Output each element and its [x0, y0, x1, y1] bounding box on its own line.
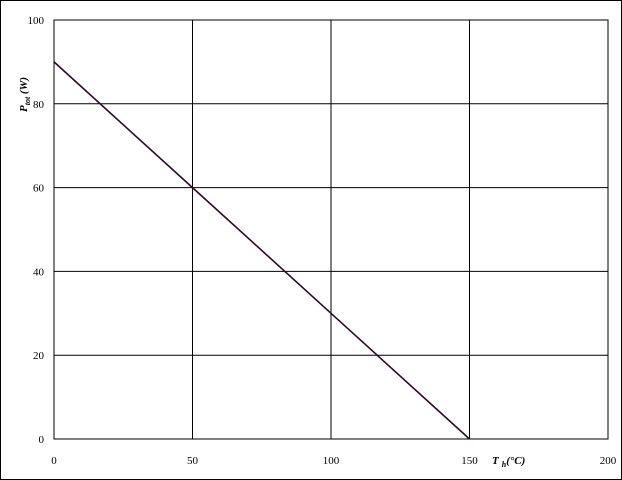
- x-tick-label: 100: [323, 455, 340, 467]
- x-axis-title-main: T: [492, 455, 500, 467]
- plot-area-border: [53, 19, 609, 440]
- y-tick-label: 100: [28, 15, 45, 27]
- y-tick-label: 0: [39, 434, 45, 446]
- series-line: [53, 61, 471, 440]
- series-group: [53, 61, 471, 440]
- x-tick-label: 50: [187, 455, 199, 467]
- y-axis-title-rest: (W): [18, 77, 30, 97]
- y-axis-title-main: P: [18, 105, 30, 112]
- y-axis-title-sub: tot: [23, 96, 32, 105]
- y-tick-label: 80: [33, 99, 45, 111]
- y-tick-label: 40: [33, 266, 45, 278]
- y-tick-labels: 0 20 40 60 80 100: [28, 15, 45, 446]
- y-tick-label: 60: [33, 183, 45, 195]
- x-axis-title-rest: (°C): [506, 455, 525, 467]
- x-tick-label: 200: [600, 455, 617, 467]
- x-tick-label: 150: [461, 455, 478, 467]
- x-tick-labels: 0 50 100 150 200: [51, 455, 617, 467]
- y-tick-label: 20: [33, 350, 45, 362]
- grid-lines: [53, 19, 609, 440]
- x-tick-label: 0: [51, 455, 57, 467]
- y-axis-title: Ptot (W): [18, 77, 32, 112]
- x-axis-title-sub: h: [502, 460, 507, 469]
